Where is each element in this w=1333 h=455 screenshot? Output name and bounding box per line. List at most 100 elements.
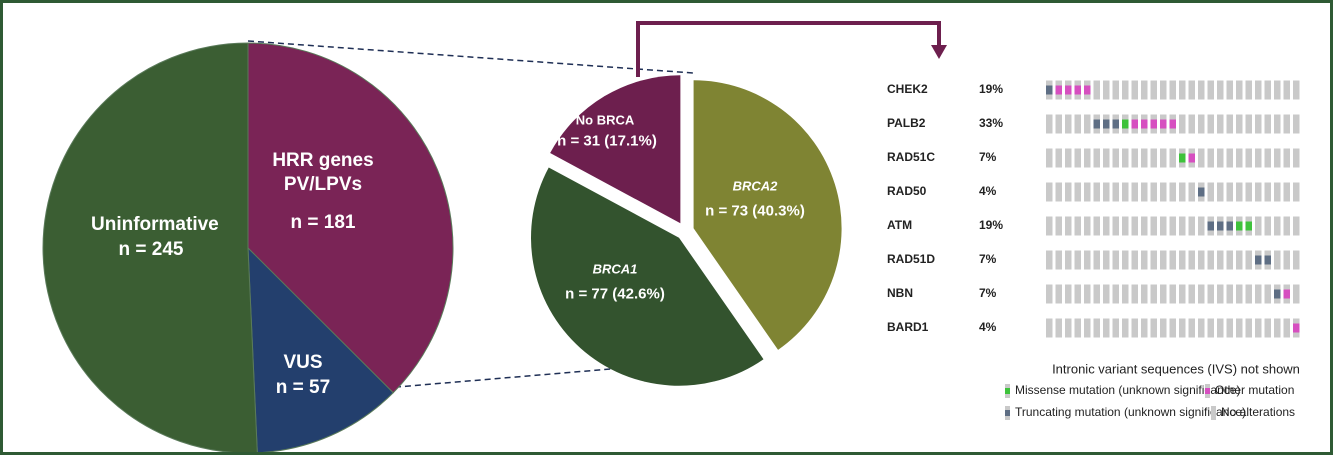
cell bbox=[1169, 182, 1176, 202]
percent-label: 7% bbox=[979, 150, 997, 164]
cell bbox=[1169, 250, 1176, 270]
cell bbox=[1255, 318, 1262, 338]
chart: CHEK2 19% PALB2 33% RAD51C 7% RAD50 4% ATM 19% RAD… bbox=[42, 21, 1300, 452]
cell bbox=[1179, 80, 1186, 100]
cell bbox=[1245, 182, 1252, 202]
cell bbox=[1188, 318, 1195, 338]
cell bbox=[1065, 250, 1072, 270]
cell bbox=[1084, 148, 1091, 168]
cell bbox=[1074, 148, 1081, 168]
cell bbox=[1217, 250, 1224, 270]
cell bbox=[1055, 216, 1062, 236]
cell bbox=[1074, 284, 1081, 304]
alteration bbox=[1093, 119, 1100, 129]
cell bbox=[1179, 182, 1186, 202]
alteration bbox=[1293, 323, 1300, 333]
cell bbox=[1160, 148, 1167, 168]
alteration bbox=[1160, 119, 1167, 129]
legend-swatch bbox=[1005, 410, 1010, 416]
cell bbox=[1046, 284, 1053, 304]
cell bbox=[1055, 148, 1062, 168]
cell bbox=[1255, 114, 1262, 134]
cell bbox=[1274, 80, 1281, 100]
cell bbox=[1055, 284, 1062, 304]
alteration bbox=[1255, 255, 1262, 265]
cell bbox=[1217, 182, 1224, 202]
cell bbox=[1150, 250, 1157, 270]
cell bbox=[1198, 148, 1205, 168]
gene-label: PALB2 bbox=[887, 116, 926, 130]
cell bbox=[1293, 182, 1300, 202]
cell bbox=[1093, 80, 1100, 100]
cell bbox=[1207, 284, 1214, 304]
cell bbox=[1179, 318, 1186, 338]
cell bbox=[1293, 114, 1300, 134]
cell bbox=[1112, 80, 1119, 100]
data-label: Uninformative bbox=[91, 214, 219, 235]
cell bbox=[1207, 250, 1214, 270]
cell bbox=[1207, 114, 1214, 134]
cell bbox=[1103, 250, 1110, 270]
cell bbox=[1093, 284, 1100, 304]
cell bbox=[1264, 284, 1271, 304]
cell bbox=[1160, 216, 1167, 236]
cell bbox=[1141, 148, 1148, 168]
cell bbox=[1055, 318, 1062, 338]
cell bbox=[1131, 318, 1138, 338]
cell bbox=[1169, 80, 1176, 100]
cell bbox=[1179, 114, 1186, 134]
cell bbox=[1245, 318, 1252, 338]
alteration bbox=[1112, 119, 1119, 129]
pie-slice bbox=[247, 42, 454, 394]
alteration bbox=[1065, 85, 1072, 95]
cell bbox=[1226, 182, 1233, 202]
cell bbox=[1188, 182, 1195, 202]
cell bbox=[1131, 148, 1138, 168]
cell bbox=[1217, 148, 1224, 168]
cell bbox=[1112, 318, 1119, 338]
legend-label: Other mutation bbox=[1215, 383, 1294, 397]
gene-label: BARD1 bbox=[887, 320, 929, 334]
legend-swatch bbox=[1211, 406, 1216, 420]
alteration bbox=[1179, 153, 1186, 163]
cell bbox=[1046, 250, 1053, 270]
cell bbox=[1131, 250, 1138, 270]
legend-label: Truncating mutation (unknown significanc… bbox=[1015, 405, 1246, 419]
pie-slice bbox=[247, 246, 394, 452]
connector bbox=[384, 364, 659, 389]
data-label: n = 73 (40.3%) bbox=[705, 202, 805, 220]
cell bbox=[1131, 216, 1138, 236]
cell bbox=[1236, 114, 1243, 134]
cell bbox=[1160, 284, 1167, 304]
percent-label: 4% bbox=[979, 320, 997, 334]
cell bbox=[1074, 250, 1081, 270]
cell bbox=[1112, 250, 1119, 270]
cell bbox=[1074, 318, 1081, 338]
cell bbox=[1226, 318, 1233, 338]
cell bbox=[1283, 250, 1290, 270]
cell bbox=[1255, 182, 1262, 202]
cell bbox=[1065, 284, 1072, 304]
alteration bbox=[1046, 85, 1053, 95]
legend-swatch bbox=[1205, 388, 1210, 394]
cell bbox=[1293, 148, 1300, 168]
alteration bbox=[1236, 221, 1243, 231]
gene-label: NBN bbox=[887, 286, 913, 300]
cell bbox=[1236, 80, 1243, 100]
cell bbox=[1103, 284, 1110, 304]
cell bbox=[1226, 250, 1233, 270]
cell bbox=[1103, 216, 1110, 236]
data-label: BRCA2 bbox=[732, 178, 778, 194]
cell bbox=[1093, 216, 1100, 236]
cell bbox=[1245, 284, 1252, 304]
cell bbox=[1160, 182, 1167, 202]
gene-label: RAD50 bbox=[887, 184, 927, 198]
cell bbox=[1074, 216, 1081, 236]
cell bbox=[1141, 182, 1148, 202]
cell bbox=[1131, 182, 1138, 202]
cell bbox=[1283, 114, 1290, 134]
alteration bbox=[1131, 119, 1138, 129]
cell bbox=[1074, 114, 1081, 134]
alteration bbox=[1198, 187, 1205, 197]
cell bbox=[1255, 284, 1262, 304]
